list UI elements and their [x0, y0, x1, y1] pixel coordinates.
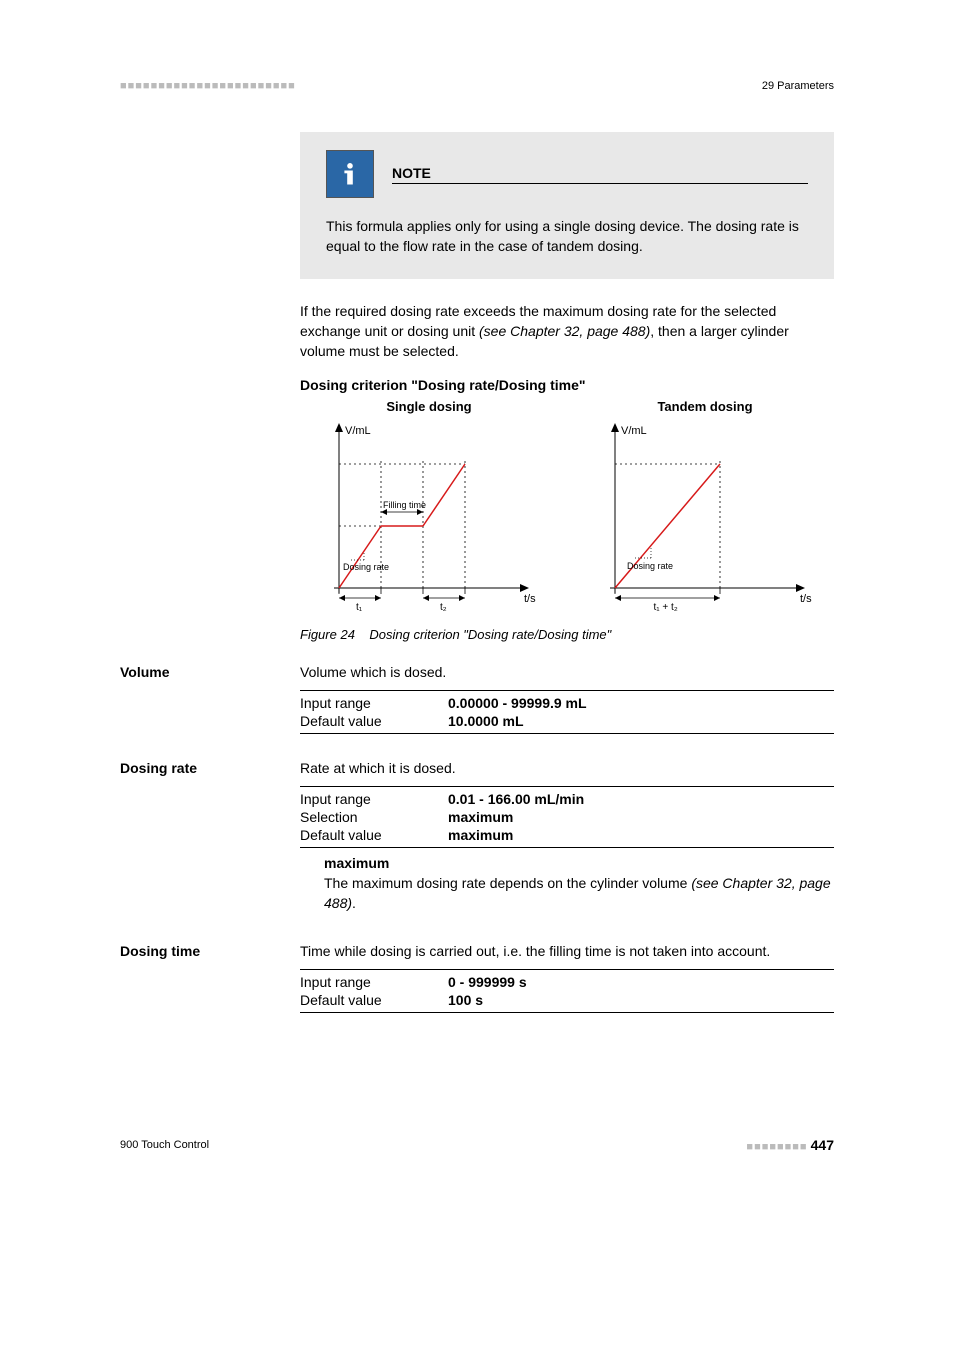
- table-row: Input range0.01 - 166.00 mL/min: [300, 787, 834, 809]
- chart-right-title: Tandem dosing: [576, 399, 834, 414]
- svg-text:V/mL: V/mL: [621, 425, 647, 437]
- param-dosing-time-desc: Time while dosing is carried out, i.e. t…: [300, 943, 834, 959]
- table-row: Selectionmaximum: [300, 808, 834, 826]
- svg-text:Filling time: Filling time: [383, 500, 426, 510]
- svg-text:t/s: t/s: [524, 593, 536, 605]
- header-chapter: 29 Parameters: [762, 80, 834, 92]
- footer-page-number: 447: [811, 1137, 834, 1153]
- cell-key: Input range: [300, 787, 448, 809]
- footer-dots: ■■■■■■■■: [746, 1141, 807, 1153]
- intro-paragraph: If the required dosing rate exceeds the …: [300, 301, 834, 362]
- subdesc-title: maximum: [324, 854, 834, 874]
- param-volume-label: Volume: [120, 664, 300, 680]
- table-row: Default value100 s: [300, 991, 834, 1013]
- figure-number: Figure 24: [300, 627, 355, 642]
- info-icon: [326, 150, 374, 198]
- note-box: NOTE This formula applies only for using…: [300, 132, 834, 279]
- table-row: Default valuemaximum: [300, 826, 834, 848]
- param-dosing-rate-table: Input range0.01 - 166.00 mL/min Selectio…: [300, 786, 834, 848]
- figure-24: Single dosing V/mL t/s Filling time Dosing …: [300, 399, 834, 623]
- footer-left: 900 Touch Control: [120, 1139, 209, 1151]
- param-dosing-time-table: Input range0 - 999999 s Default value100…: [300, 969, 834, 1013]
- subdesc-text-b: .: [352, 895, 356, 911]
- cell-value: 10.0000 mL: [448, 712, 834, 734]
- cell-key: Default value: [300, 826, 448, 848]
- cell-value: 100 s: [448, 991, 834, 1013]
- cell-key: Input range: [300, 970, 448, 992]
- cell-key: Default value: [300, 991, 448, 1013]
- param-volume-table: Input range0.00000 - 99999.9 mL Default …: [300, 690, 834, 734]
- svg-text:t/s: t/s: [800, 593, 812, 605]
- cell-value: maximum: [448, 808, 834, 826]
- cell-key: Selection: [300, 808, 448, 826]
- note-title: NOTE: [392, 165, 808, 181]
- page-header: ■■■■■■■■■■■■■■■■■■■■■■■ 29 Parameters: [120, 80, 834, 92]
- param-dosing-time-label: Dosing time: [120, 943, 300, 959]
- cell-value: 0 - 999999 s: [448, 970, 834, 992]
- table-row: Input range0 - 999999 s: [300, 970, 834, 992]
- cell-key: Input range: [300, 691, 448, 713]
- figure-caption: Figure 24 Dosing criterion "Dosing rate/…: [300, 627, 834, 642]
- chart-left-title: Single dosing: [300, 399, 558, 414]
- header-dots: ■■■■■■■■■■■■■■■■■■■■■■■: [120, 80, 296, 92]
- svg-text:t₁ + t₂: t₁ + t₂: [654, 602, 678, 613]
- chart-single-dosing: V/mL t/s Filling time Dosing rate t₁ t₂: [300, 418, 558, 618]
- param-dosing-rate-desc: Rate at which it is dosed.: [300, 760, 834, 776]
- note-body: This formula applies only for using a si…: [326, 216, 808, 257]
- cell-value: maximum: [448, 826, 834, 848]
- cell-key: Default value: [300, 712, 448, 734]
- svg-text:t₂: t₂: [440, 602, 447, 613]
- table-row: Default value10.0000 mL: [300, 712, 834, 734]
- cell-value: 0.00000 - 99999.9 mL: [448, 691, 834, 713]
- subdesc-text-a: The maximum dosing rate depends on the c…: [324, 875, 691, 891]
- cell-value: 0.01 - 166.00 mL/min: [448, 787, 834, 809]
- note-rule: [392, 183, 808, 184]
- svg-text:Dosing rate: Dosing rate: [343, 562, 389, 572]
- para-ref: (see Chapter 32, page 488): [479, 323, 650, 339]
- svg-text:V/mL: V/mL: [345, 425, 371, 437]
- table-row: Input range0.00000 - 99999.9 mL: [300, 691, 834, 713]
- svg-text:Dosing rate: Dosing rate: [627, 561, 673, 571]
- param-dosing-rate-subdesc: maximum The maximum dosing rate depends …: [324, 854, 834, 913]
- param-volume-desc: Volume which is dosed.: [300, 664, 834, 680]
- criterion-heading: Dosing criterion "Dosing rate/Dosing tim…: [300, 377, 834, 393]
- svg-text:t₁: t₁: [356, 602, 363, 613]
- figure-caption-text: Dosing criterion "Dosing rate/Dosing tim…: [369, 627, 611, 642]
- chart-tandem-dosing: V/mL t/s Dosing rate t₁ + t₂: [576, 418, 834, 618]
- param-dosing-rate-label: Dosing rate: [120, 760, 300, 776]
- page-footer: 900 Touch Control ■■■■■■■■ 447: [120, 1137, 834, 1153]
